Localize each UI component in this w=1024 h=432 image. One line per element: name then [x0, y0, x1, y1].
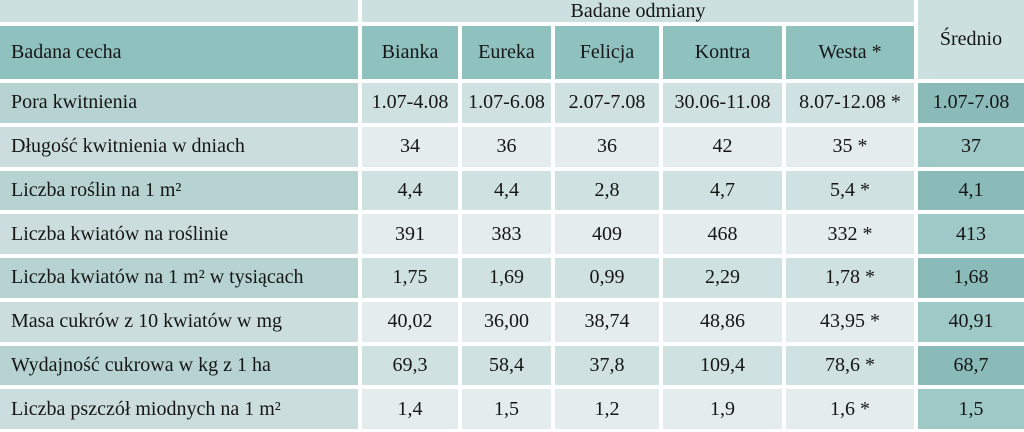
row-label: Długość kwitnienia w dniach — [0, 126, 358, 167]
value-cell: 38,74 — [555, 301, 659, 342]
value-cell: 43,95 * — [786, 301, 914, 342]
column-header-srednio: Średnio — [918, 0, 1024, 79]
value-cell: 391 — [362, 214, 458, 254]
row-label: Liczba kwiatów na 1 m² w tysiącach — [0, 258, 358, 298]
value-cell: 36,00 — [462, 301, 551, 342]
value-cell: 1,4 — [362, 389, 458, 429]
mean-cell: 1,68 — [918, 258, 1024, 298]
value-cell: 37,8 — [555, 345, 659, 386]
value-cell: 35 * — [786, 126, 914, 167]
row-label: Wydajność cukrowa w kg z 1 ha — [0, 345, 358, 386]
column-header-eureka: Eureka — [462, 26, 551, 79]
group-header-badane-odmiany: Badane odmiany — [362, 0, 914, 22]
value-cell: 1,78 * — [786, 258, 914, 298]
value-cell: 1,69 — [462, 258, 551, 298]
mean-cell: 37 — [918, 126, 1024, 167]
value-cell: 69,3 — [362, 345, 458, 386]
value-cell: 30.06-11.08 — [663, 83, 782, 123]
value-cell: 1,2 — [555, 389, 659, 429]
value-cell: 4,7 — [663, 170, 782, 211]
mean-cell: 413 — [918, 214, 1024, 254]
value-cell: 1,5 — [462, 389, 551, 429]
column-header-felicja: Felicja — [555, 26, 659, 79]
value-cell: 1.07-6.08 — [462, 83, 551, 123]
mean-cell: 68,7 — [918, 345, 1024, 386]
value-cell: 5,4 * — [786, 170, 914, 211]
row-label: Liczba roślin na 1 m² — [0, 170, 358, 211]
value-cell: 2,8 — [555, 170, 659, 211]
value-cell: 1,75 — [362, 258, 458, 298]
mean-cell: 4,1 — [918, 170, 1024, 211]
value-cell: 383 — [462, 214, 551, 254]
value-cell: 2,29 — [663, 258, 782, 298]
row-label: Pora kwitnienia — [0, 83, 358, 123]
row-label: Masa cukrów z 10 kwiatów w mg — [0, 301, 358, 342]
value-cell: 409 — [555, 214, 659, 254]
value-cell: 4,4 — [462, 170, 551, 211]
mean-cell: 1,5 — [918, 389, 1024, 429]
value-cell: 0,99 — [555, 258, 659, 298]
column-header-badana-cecha: Badana cecha — [0, 26, 358, 79]
column-header-westa: Westa * — [786, 26, 914, 79]
value-cell: 468 — [663, 214, 782, 254]
value-cell: 36 — [462, 126, 551, 167]
value-cell: 1.07-4.08 — [362, 83, 458, 123]
row-label: Liczba kwiatów na roślinie — [0, 214, 358, 254]
value-cell: 58,4 — [462, 345, 551, 386]
value-cell: 1,6 * — [786, 389, 914, 429]
column-header-bianka: Bianka — [362, 26, 458, 79]
column-header-kontra: Kontra — [663, 26, 782, 79]
value-cell: 2.07-7.08 — [555, 83, 659, 123]
value-cell: 332 * — [786, 214, 914, 254]
corner-empty-cell — [0, 0, 358, 22]
value-cell: 8.07-12.08 * — [786, 83, 914, 123]
value-cell: 48,86 — [663, 301, 782, 342]
mean-cell: 1.07-7.08 — [918, 83, 1024, 123]
value-cell: 1,9 — [663, 389, 782, 429]
mean-cell: 40,91 — [918, 301, 1024, 342]
value-cell: 4,4 — [362, 170, 458, 211]
value-cell: 78,6 * — [786, 345, 914, 386]
value-cell: 42 — [663, 126, 782, 167]
value-cell: 40,02 — [362, 301, 458, 342]
value-cell: 36 — [555, 126, 659, 167]
row-label: Liczba pszczół miodnych na 1 m² — [0, 389, 358, 429]
value-cell: 109,4 — [663, 345, 782, 386]
value-cell: 34 — [362, 126, 458, 167]
